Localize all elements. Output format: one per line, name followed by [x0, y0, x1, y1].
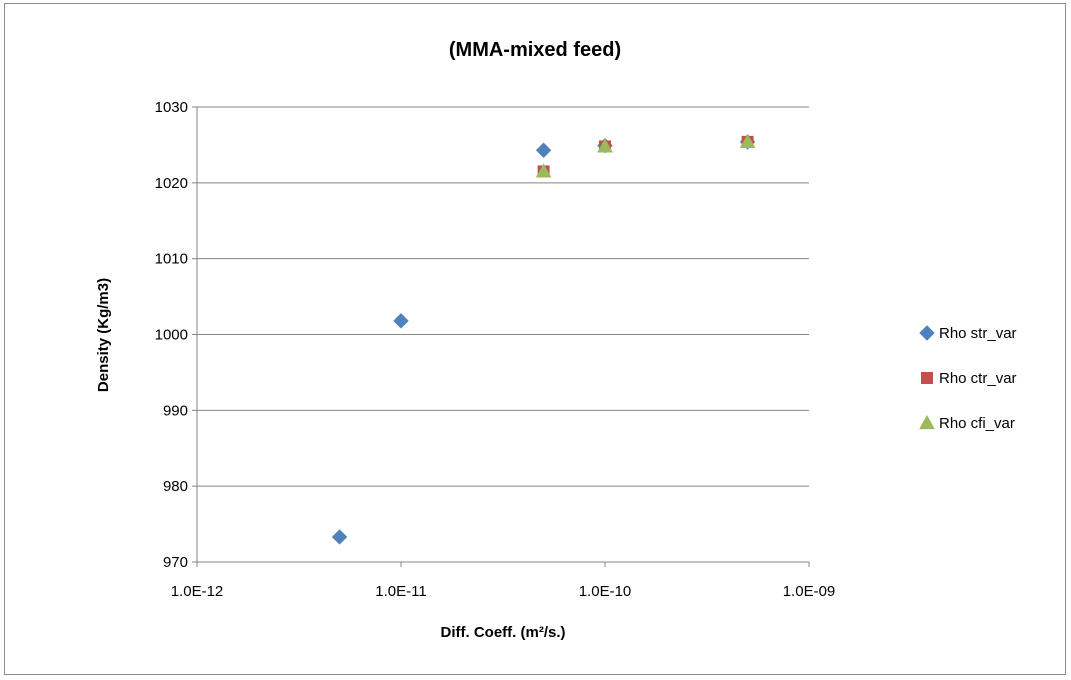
legend-marker-diamond — [919, 325, 935, 341]
data-points — [331, 133, 756, 545]
legend-marker-square — [921, 372, 933, 384]
data-point-triangle — [739, 133, 756, 148]
legend-label: Rho cfi_var — [939, 415, 1015, 432]
y-tick-label: 970 — [163, 554, 188, 571]
y-tick-label: 1010 — [155, 251, 188, 268]
x-tick-label: 1.0E-11 — [375, 583, 426, 600]
data-point-diamond — [393, 313, 409, 329]
data-point-diamond — [535, 142, 552, 158]
x-axis-title: Diff. Coeff. (m²/s.) — [441, 624, 566, 641]
data-point-triangle — [535, 163, 552, 178]
data-point-diamond — [331, 529, 348, 545]
y-tick-label: 990 — [163, 402, 188, 419]
legend-label: Rho str_var — [939, 325, 1017, 342]
data-point-triangle — [597, 138, 613, 153]
x-tick-label: 1.0E-12 — [171, 583, 224, 600]
y-tick-label: 1030 — [155, 99, 188, 116]
legend-label: Rho ctr_var — [939, 370, 1017, 387]
x-tick-label: 1.0E-09 — [783, 583, 836, 600]
legend-marker-triangle — [919, 414, 935, 430]
y-axis-title: Density (Kg/m3) — [95, 278, 112, 392]
chart-frame — [4, 3, 1066, 675]
y-tick-label: 980 — [163, 478, 188, 495]
axes — [192, 106, 810, 567]
x-tick-label: 1.0E-10 — [579, 583, 632, 600]
gridlines — [197, 106, 809, 487]
y-tick-label: 1020 — [155, 175, 188, 192]
tick-labels: 970 980 990 1000 1010 1020 1030 1.0E-12 1.0E-11 1… — [155, 99, 836, 600]
chart-title: (MMA-mixed feed) — [449, 39, 621, 61]
legend: Rho str_var Rho ctr_var Rho cfi_var — [919, 325, 1017, 432]
y-tick-label: 1000 — [155, 327, 188, 344]
